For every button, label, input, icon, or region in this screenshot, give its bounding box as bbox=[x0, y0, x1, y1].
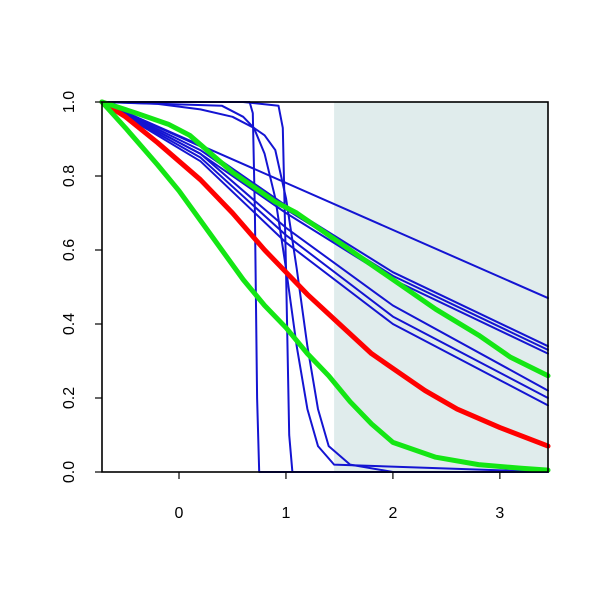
series-line-4 bbox=[101, 101, 549, 473]
plot-frame bbox=[101, 101, 549, 473]
x-tick-label-1: 1 bbox=[282, 505, 291, 522]
y-tick-label-2: 0.4 bbox=[61, 313, 78, 335]
series-line-13 bbox=[99, 99, 551, 473]
x-tick-label-2: 2 bbox=[388, 505, 397, 522]
y-tick-label-3: 0.6 bbox=[61, 239, 78, 261]
shaded-region bbox=[334, 102, 548, 472]
y-tick-label-1: 0.2 bbox=[61, 387, 78, 409]
series-line-14 bbox=[99, 99, 551, 379]
shaded-region-layer bbox=[334, 102, 548, 472]
series-line-12 bbox=[99, 99, 551, 449]
y-tick-label-4: 0.8 bbox=[61, 165, 78, 187]
x-tick-label-3: 3 bbox=[495, 505, 504, 522]
series-line-3 bbox=[101, 101, 549, 473]
series-line-11 bbox=[101, 101, 549, 407]
axis-layer: 0 1 2 3 0.0 0.2 0.4 0.6 0.8 1.0 bbox=[61, 91, 549, 522]
series-line-9 bbox=[101, 101, 549, 392]
series-line-10 bbox=[101, 101, 549, 399]
y-tick-label-5: 1.0 bbox=[61, 91, 78, 113]
series-layer bbox=[99, 99, 551, 473]
y-tick-label-0: 0.0 bbox=[61, 461, 78, 483]
x-tick-label-0: 0 bbox=[175, 505, 184, 522]
